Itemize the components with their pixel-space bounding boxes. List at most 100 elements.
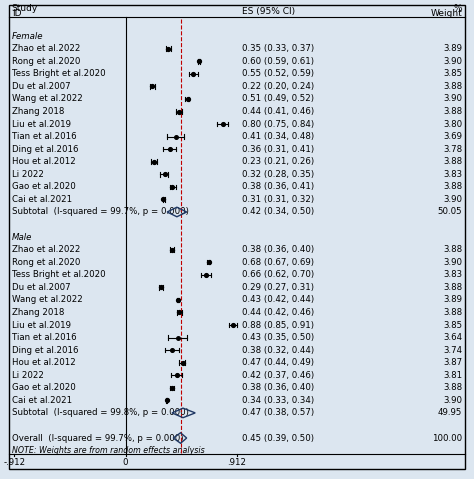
Text: 0.36 (0.31, 0.41): 0.36 (0.31, 0.41) xyxy=(242,145,314,154)
Text: -.912: -.912 xyxy=(3,458,25,467)
Text: Wang et al.2022: Wang et al.2022 xyxy=(12,94,82,103)
Text: 0.51 (0.49, 0.52): 0.51 (0.49, 0.52) xyxy=(242,94,314,103)
Text: Male: Male xyxy=(12,233,32,241)
Text: 3.88: 3.88 xyxy=(443,245,462,254)
Text: Zhao et al.2022: Zhao et al.2022 xyxy=(12,245,80,254)
Text: Rong et al.2020: Rong et al.2020 xyxy=(12,57,80,66)
Text: 50.05: 50.05 xyxy=(438,207,462,217)
Text: Study: Study xyxy=(12,4,38,13)
Text: Tess Bright et al.2020: Tess Bright et al.2020 xyxy=(12,69,106,79)
Text: .: . xyxy=(12,421,15,430)
Text: 0.32 (0.28, 0.35): 0.32 (0.28, 0.35) xyxy=(242,170,314,179)
Text: 0.31 (0.31, 0.32): 0.31 (0.31, 0.32) xyxy=(242,195,314,204)
Text: 3.88: 3.88 xyxy=(443,157,462,166)
Text: 0.66 (0.62, 0.70): 0.66 (0.62, 0.70) xyxy=(242,270,314,279)
Text: 0.38 (0.36, 0.40): 0.38 (0.36, 0.40) xyxy=(242,245,314,254)
Text: Zhao et al.2022: Zhao et al.2022 xyxy=(12,44,80,53)
Text: %: % xyxy=(454,4,462,13)
Text: 0.80 (0.75, 0.84): 0.80 (0.75, 0.84) xyxy=(242,120,314,128)
Text: 0.44 (0.42, 0.46): 0.44 (0.42, 0.46) xyxy=(242,308,314,317)
Text: 3.83: 3.83 xyxy=(443,270,462,279)
Text: .912: .912 xyxy=(228,458,246,467)
Text: Tess Bright et al.2020: Tess Bright et al.2020 xyxy=(12,270,106,279)
Text: Tian et al.2016: Tian et al.2016 xyxy=(12,132,76,141)
Text: Li 2022: Li 2022 xyxy=(12,170,44,179)
Text: 3.90: 3.90 xyxy=(443,195,462,204)
Text: 3.90: 3.90 xyxy=(443,258,462,267)
Text: 3.69: 3.69 xyxy=(443,132,462,141)
Text: 3.88: 3.88 xyxy=(443,82,462,91)
Text: 0.42 (0.34, 0.50): 0.42 (0.34, 0.50) xyxy=(242,207,314,217)
Text: 49.95: 49.95 xyxy=(438,409,462,417)
Text: 3.88: 3.88 xyxy=(443,308,462,317)
Text: 0.47 (0.38, 0.57): 0.47 (0.38, 0.57) xyxy=(242,409,314,417)
Text: 0.55 (0.52, 0.59): 0.55 (0.52, 0.59) xyxy=(242,69,314,79)
Text: 3.90: 3.90 xyxy=(443,396,462,405)
Text: Liu et al.2019: Liu et al.2019 xyxy=(12,120,71,128)
Text: Subtotal  (I-squared = 99.7%, p = 0.000): Subtotal (I-squared = 99.7%, p = 0.000) xyxy=(12,207,189,217)
Text: 0.68 (0.67, 0.69): 0.68 (0.67, 0.69) xyxy=(242,258,314,267)
Text: 0.23 (0.21, 0.26): 0.23 (0.21, 0.26) xyxy=(242,157,314,166)
Text: 0.60 (0.59, 0.61): 0.60 (0.59, 0.61) xyxy=(242,57,314,66)
Text: 3.64: 3.64 xyxy=(443,333,462,342)
Text: 3.85: 3.85 xyxy=(443,69,462,79)
Text: 0.41 (0.34, 0.48): 0.41 (0.34, 0.48) xyxy=(242,132,314,141)
Text: 3.74: 3.74 xyxy=(443,346,462,354)
Text: Female: Female xyxy=(12,32,43,41)
Text: Cai et al.2021: Cai et al.2021 xyxy=(12,195,72,204)
Text: 3.90: 3.90 xyxy=(443,94,462,103)
Text: Wang et al.2022: Wang et al.2022 xyxy=(12,296,82,304)
Text: Tian et al.2016: Tian et al.2016 xyxy=(12,333,76,342)
Text: 0.88 (0.85, 0.91): 0.88 (0.85, 0.91) xyxy=(242,320,314,330)
Text: 0.38 (0.36, 0.40): 0.38 (0.36, 0.40) xyxy=(242,383,314,392)
Text: Weight: Weight xyxy=(430,9,462,18)
Text: 100.00: 100.00 xyxy=(432,433,462,443)
Text: Hou et al.2012: Hou et al.2012 xyxy=(12,157,75,166)
Text: Zhang 2018: Zhang 2018 xyxy=(12,308,64,317)
Text: 0.29 (0.27, 0.31): 0.29 (0.27, 0.31) xyxy=(242,283,314,292)
Text: Gao et al.2020: Gao et al.2020 xyxy=(12,182,75,192)
Text: 0.38 (0.36, 0.41): 0.38 (0.36, 0.41) xyxy=(242,182,314,192)
Text: 0: 0 xyxy=(123,458,128,467)
Text: 0.43 (0.42, 0.44): 0.43 (0.42, 0.44) xyxy=(242,296,314,304)
Text: 3.88: 3.88 xyxy=(443,283,462,292)
Text: Subtotal  (I-squared = 99.8%, p = 0.000): Subtotal (I-squared = 99.8%, p = 0.000) xyxy=(12,409,189,417)
Text: 0.44 (0.41, 0.46): 0.44 (0.41, 0.46) xyxy=(242,107,314,116)
Text: Ding et al.2016: Ding et al.2016 xyxy=(12,145,78,154)
Text: ES (95% CI): ES (95% CI) xyxy=(242,7,295,16)
Text: 0.42 (0.37, 0.46): 0.42 (0.37, 0.46) xyxy=(242,371,314,380)
Text: 0.35 (0.33, 0.37): 0.35 (0.33, 0.37) xyxy=(242,44,314,53)
Text: 3.88: 3.88 xyxy=(443,182,462,192)
Text: 3.78: 3.78 xyxy=(443,145,462,154)
Text: 0.38 (0.32, 0.44): 0.38 (0.32, 0.44) xyxy=(242,346,314,354)
Text: Du et al.2007: Du et al.2007 xyxy=(12,283,71,292)
Text: NOTE: Weights are from random effects analysis: NOTE: Weights are from random effects an… xyxy=(12,446,205,455)
Text: Du et al.2007: Du et al.2007 xyxy=(12,82,71,91)
Text: 3.83: 3.83 xyxy=(443,170,462,179)
Text: Li 2022: Li 2022 xyxy=(12,371,44,380)
Text: 0.22 (0.20, 0.24): 0.22 (0.20, 0.24) xyxy=(242,82,314,91)
Text: 3.87: 3.87 xyxy=(443,358,462,367)
Text: 3.81: 3.81 xyxy=(443,371,462,380)
Text: Gao et al.2020: Gao et al.2020 xyxy=(12,383,75,392)
Text: 0.45 (0.39, 0.50): 0.45 (0.39, 0.50) xyxy=(242,433,314,443)
Text: 3.88: 3.88 xyxy=(443,107,462,116)
Text: 3.89: 3.89 xyxy=(443,44,462,53)
Text: 3.90: 3.90 xyxy=(443,57,462,66)
Text: Overall  (I-squared = 99.7%, p = 0.000): Overall (I-squared = 99.7%, p = 0.000) xyxy=(12,433,183,443)
Text: Zhang 2018: Zhang 2018 xyxy=(12,107,64,116)
Text: 3.85: 3.85 xyxy=(443,320,462,330)
Text: 0.47 (0.44, 0.49): 0.47 (0.44, 0.49) xyxy=(242,358,314,367)
Text: Ding et al.2016: Ding et al.2016 xyxy=(12,346,78,354)
Text: 3.88: 3.88 xyxy=(443,383,462,392)
Text: .: . xyxy=(12,220,15,229)
Text: Rong et al.2020: Rong et al.2020 xyxy=(12,258,80,267)
Text: ID: ID xyxy=(12,9,21,18)
Text: Hou et al.2012: Hou et al.2012 xyxy=(12,358,75,367)
Text: Liu et al.2019: Liu et al.2019 xyxy=(12,320,71,330)
Text: Cai et al.2021: Cai et al.2021 xyxy=(12,396,72,405)
Text: 0.43 (0.35, 0.50): 0.43 (0.35, 0.50) xyxy=(242,333,314,342)
Text: 3.89: 3.89 xyxy=(443,296,462,304)
Text: 3.80: 3.80 xyxy=(443,120,462,128)
Text: 0.34 (0.33, 0.34): 0.34 (0.33, 0.34) xyxy=(242,396,314,405)
